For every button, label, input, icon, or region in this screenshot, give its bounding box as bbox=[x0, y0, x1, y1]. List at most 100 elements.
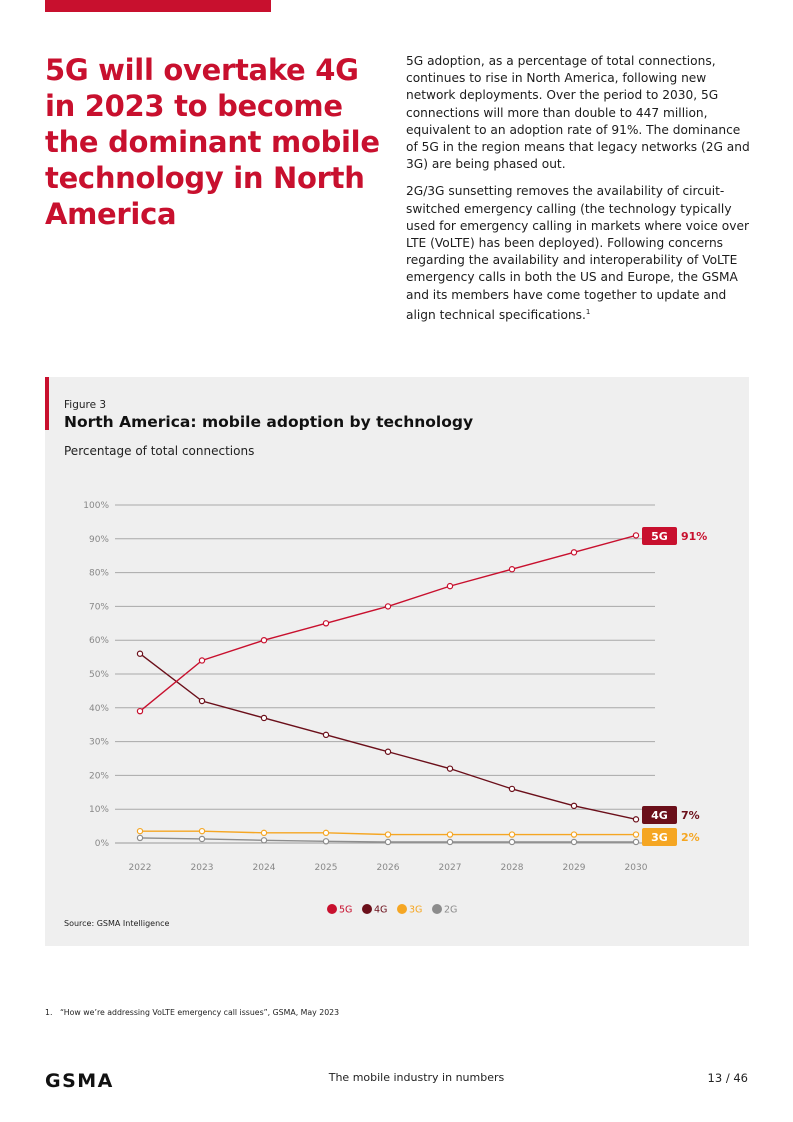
chart-legend: 5G 4G 3G 2G bbox=[327, 904, 457, 916]
legend-label-2g: 2G bbox=[444, 905, 457, 916]
footnote: 1. “How we’re addressing VoLTE emergency … bbox=[45, 1008, 339, 1017]
y-tick-label: 10% bbox=[89, 805, 109, 815]
y-tick-label: 20% bbox=[89, 771, 109, 781]
series-2g bbox=[136, 834, 640, 846]
data-point bbox=[260, 637, 268, 644]
series-4g bbox=[136, 650, 640, 823]
y-tick-label: 80% bbox=[89, 569, 109, 579]
badge-label-4g: 4G bbox=[651, 809, 668, 822]
data-point bbox=[322, 829, 330, 837]
data-point bbox=[570, 831, 578, 838]
line-chart: 0% 10% 20% 30% 40% 50% 60% 70% 80% 90% 100% 2022 20… bbox=[83, 501, 707, 916]
end-value-3g: 2% bbox=[681, 831, 700, 844]
series-5g bbox=[136, 532, 640, 715]
y-tick-label: 30% bbox=[89, 738, 109, 748]
body-text: 5G adoption, as a percentage of total co… bbox=[406, 53, 751, 334]
page-number: 13 / 46 bbox=[707, 1071, 748, 1085]
chart-series bbox=[136, 532, 640, 846]
badge-3g bbox=[642, 828, 677, 846]
paragraph-2-text: 2G/3G sunsetting removes the availabilit… bbox=[406, 184, 749, 322]
data-point bbox=[260, 829, 268, 837]
legend-label-4g: 4G bbox=[374, 905, 387, 916]
data-point bbox=[136, 827, 144, 835]
top-accent-bar bbox=[45, 0, 271, 12]
data-point bbox=[508, 566, 516, 573]
y-axis: 0% 10% 20% 30% 40% 50% 60% 70% 80% 90% 100% bbox=[83, 501, 109, 849]
end-value-4g: 7% bbox=[681, 809, 700, 822]
data-point bbox=[198, 827, 206, 835]
data-point bbox=[260, 714, 268, 722]
data-point bbox=[446, 582, 454, 590]
y-tick-label: 60% bbox=[89, 636, 109, 646]
data-point bbox=[384, 748, 392, 755]
legend-label-5g: 5G bbox=[339, 905, 352, 916]
paragraph-1: 5G adoption, as a percentage of total co… bbox=[406, 54, 750, 172]
data-point bbox=[322, 620, 330, 627]
data-point bbox=[198, 697, 206, 705]
legend-marker-3g bbox=[397, 904, 407, 914]
legend-marker-2g bbox=[432, 904, 442, 914]
data-point bbox=[632, 816, 640, 823]
data-point bbox=[136, 650, 144, 657]
y-tick-label: 70% bbox=[89, 602, 109, 612]
badge-label-5g: 5G bbox=[651, 530, 668, 543]
data-point bbox=[632, 831, 640, 838]
data-point bbox=[446, 838, 454, 846]
footnote-reference[interactable]: 1 bbox=[585, 307, 591, 316]
data-point bbox=[322, 731, 330, 739]
data-point bbox=[508, 838, 516, 846]
data-point bbox=[446, 831, 454, 838]
figure-panel: Figure 3 North America: mobile adoption … bbox=[45, 377, 749, 946]
x-tick-label: 2022 bbox=[129, 863, 152, 873]
y-tick-label: 40% bbox=[89, 704, 109, 714]
data-point bbox=[570, 802, 578, 810]
figure-label: Figure 3 bbox=[64, 399, 107, 411]
data-point bbox=[136, 834, 144, 842]
legend-marker-5g bbox=[327, 904, 337, 914]
data-point bbox=[384, 838, 392, 846]
figure-title: North America: mobile adoption by techno… bbox=[64, 413, 474, 431]
x-tick-label: 2030 bbox=[625, 863, 648, 873]
series-3g bbox=[136, 827, 640, 838]
data-point bbox=[508, 831, 516, 838]
gsma-logo: GSMA bbox=[45, 1070, 114, 1092]
data-point bbox=[322, 838, 330, 845]
data-point bbox=[508, 785, 516, 793]
y-tick-label: 90% bbox=[89, 535, 109, 545]
x-tick-label: 2028 bbox=[501, 863, 524, 873]
x-tick-label: 2027 bbox=[439, 863, 462, 873]
data-point bbox=[632, 532, 640, 539]
data-point bbox=[198, 657, 206, 664]
y-tick-label: 50% bbox=[89, 670, 109, 680]
y-tick-label: 100% bbox=[83, 501, 109, 511]
x-tick-label: 2024 bbox=[253, 863, 276, 873]
panel-accent-bar bbox=[45, 377, 49, 430]
x-tick-label: 2026 bbox=[377, 863, 400, 873]
data-point bbox=[446, 765, 454, 772]
data-point bbox=[136, 707, 144, 715]
data-point bbox=[260, 837, 268, 844]
footnote-text: “How we’re addressing VoLTE emergency ca… bbox=[60, 1008, 340, 1017]
series-line-4g bbox=[139, 653, 637, 821]
paragraph-2: 2G/3G sunsetting removes the availabilit… bbox=[406, 183, 751, 324]
y-tick-label: 0% bbox=[95, 839, 110, 849]
data-point bbox=[384, 603, 392, 610]
series-line-5g bbox=[139, 534, 637, 712]
chart-grid bbox=[115, 504, 655, 844]
data-point bbox=[570, 549, 578, 556]
x-tick-label: 2025 bbox=[315, 863, 338, 873]
page-headline: 5G will overtake 4G in 2023 to become th… bbox=[45, 53, 380, 231]
figure-source: Source: GSMA Intelligence bbox=[64, 919, 170, 928]
data-point bbox=[570, 838, 578, 846]
legend-label-3g: 3G bbox=[409, 905, 422, 916]
x-axis: 2022 2023 2024 2025 2026 2027 2028 2029 2030 bbox=[129, 863, 648, 873]
badge-5g bbox=[642, 527, 677, 545]
footer-publication-title: The mobile industry in numbers bbox=[328, 1071, 505, 1084]
footnote-number: 1. bbox=[45, 1008, 53, 1017]
legend-marker-4g bbox=[362, 904, 372, 914]
badge-label-3g: 3G bbox=[651, 831, 668, 844]
data-point bbox=[198, 835, 206, 843]
data-point bbox=[632, 838, 640, 846]
data-point bbox=[384, 831, 392, 838]
figure-subtitle: Percentage of total connections bbox=[64, 444, 255, 458]
